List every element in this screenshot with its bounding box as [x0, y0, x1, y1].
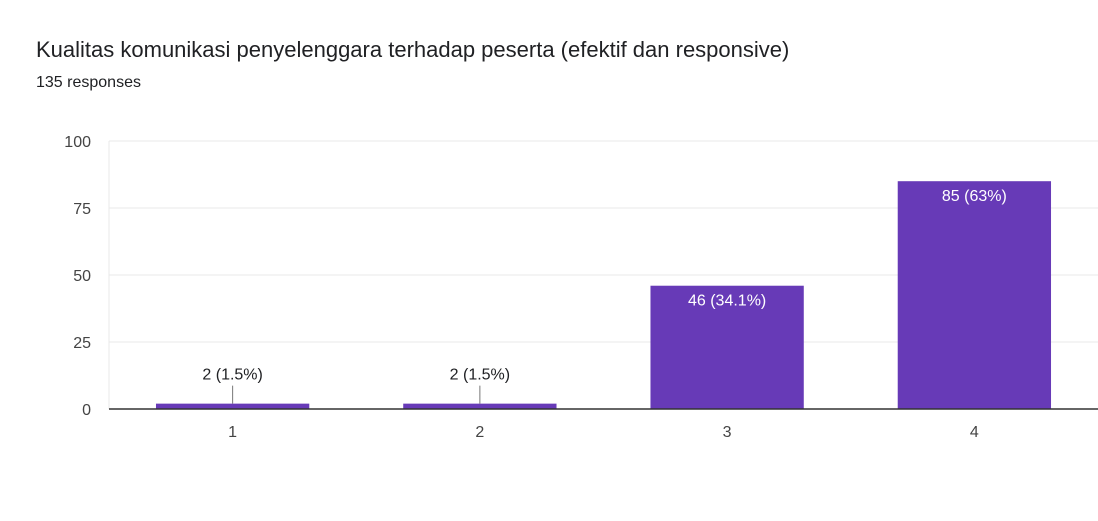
y-tick-label: 50	[73, 268, 91, 285]
data-label: 2 (1.5%)	[450, 367, 510, 384]
data-label: 46 (34.1%)	[688, 293, 766, 310]
y-tick-label: 0	[82, 402, 91, 419]
y-tick-label: 100	[64, 134, 91, 151]
x-tick-label: 1	[228, 424, 237, 441]
bar	[403, 403, 557, 409]
bar	[650, 285, 804, 409]
chart-title: Kualitas komunikasi penyelenggara terhad…	[36, 37, 790, 62]
response-count: 135 responses	[36, 74, 141, 91]
y-tick-label: 25	[73, 335, 91, 352]
bar	[897, 181, 1052, 409]
x-tick-label: 3	[723, 424, 732, 441]
x-tick-label: 4	[970, 424, 979, 441]
data-label: 2 (1.5%)	[202, 367, 262, 384]
y-tick-label: 75	[73, 201, 91, 218]
x-tick-label: 2	[475, 424, 484, 441]
data-label: 85 (63%)	[942, 188, 1007, 205]
bar	[155, 403, 310, 409]
